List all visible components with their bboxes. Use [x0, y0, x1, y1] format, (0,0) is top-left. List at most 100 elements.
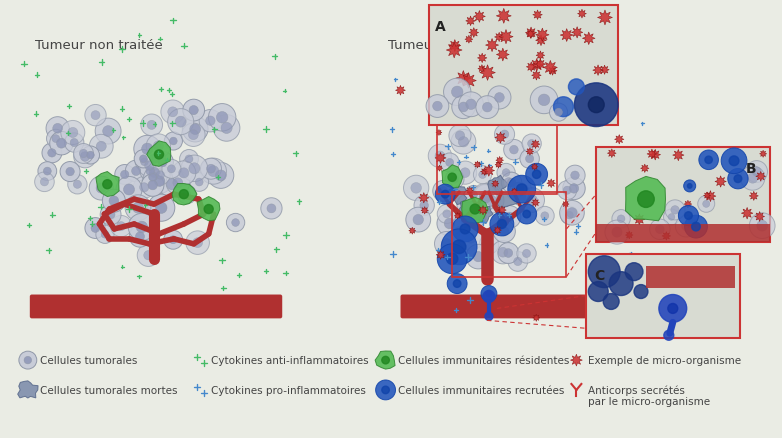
Polygon shape: [532, 71, 541, 81]
Circle shape: [493, 221, 515, 243]
Polygon shape: [531, 141, 540, 149]
Circle shape: [526, 164, 547, 186]
Circle shape: [460, 225, 470, 234]
Circle shape: [19, 351, 37, 369]
Circle shape: [149, 174, 156, 182]
Circle shape: [486, 196, 497, 206]
Circle shape: [178, 186, 196, 205]
Circle shape: [664, 331, 674, 340]
Polygon shape: [560, 29, 573, 42]
Text: Cellules tumorales mortes: Cellules tumorales mortes: [40, 385, 178, 395]
Polygon shape: [533, 11, 543, 21]
Circle shape: [518, 194, 526, 201]
Polygon shape: [418, 193, 429, 204]
Polygon shape: [497, 192, 518, 208]
Polygon shape: [600, 66, 609, 75]
Polygon shape: [375, 351, 395, 369]
Circle shape: [663, 209, 680, 226]
Circle shape: [406, 208, 431, 233]
Circle shape: [516, 184, 527, 195]
Polygon shape: [497, 206, 506, 215]
Circle shape: [46, 117, 70, 141]
Polygon shape: [96, 172, 119, 197]
Circle shape: [470, 205, 480, 215]
Circle shape: [100, 205, 121, 226]
Circle shape: [691, 223, 701, 231]
Text: Tumeur non traitée: Tumeur non traitée: [34, 39, 163, 52]
Polygon shape: [495, 132, 506, 144]
Polygon shape: [466, 187, 473, 194]
Circle shape: [140, 183, 149, 192]
FancyBboxPatch shape: [400, 295, 618, 319]
Circle shape: [79, 150, 88, 158]
Circle shape: [721, 148, 747, 174]
Circle shape: [437, 212, 462, 237]
Circle shape: [561, 207, 579, 225]
Polygon shape: [461, 198, 488, 223]
Circle shape: [684, 212, 692, 220]
Circle shape: [513, 184, 524, 194]
Circle shape: [501, 173, 522, 193]
Polygon shape: [492, 180, 499, 188]
Circle shape: [676, 216, 697, 237]
Circle shape: [85, 218, 106, 239]
Circle shape: [267, 205, 276, 213]
Circle shape: [458, 103, 468, 113]
Circle shape: [479, 193, 490, 204]
Circle shape: [185, 155, 193, 163]
Circle shape: [189, 163, 200, 174]
Circle shape: [508, 179, 516, 187]
Circle shape: [163, 231, 183, 250]
Polygon shape: [494, 33, 504, 42]
Polygon shape: [526, 63, 536, 73]
Circle shape: [472, 213, 480, 222]
Circle shape: [155, 177, 165, 187]
Circle shape: [116, 177, 142, 203]
Circle shape: [52, 124, 63, 134]
Polygon shape: [662, 232, 671, 241]
Circle shape: [588, 256, 620, 288]
Circle shape: [502, 169, 510, 177]
Circle shape: [413, 215, 423, 225]
Circle shape: [684, 215, 708, 238]
Circle shape: [404, 176, 429, 201]
Polygon shape: [449, 40, 461, 53]
Polygon shape: [497, 9, 511, 24]
Circle shape: [60, 162, 80, 182]
Circle shape: [550, 104, 568, 122]
FancyBboxPatch shape: [429, 6, 618, 125]
Circle shape: [517, 244, 536, 264]
Circle shape: [443, 210, 450, 219]
Circle shape: [153, 141, 163, 152]
Circle shape: [120, 171, 129, 179]
Circle shape: [472, 184, 497, 209]
Circle shape: [91, 224, 100, 233]
Bar: [646, 266, 735, 288]
Circle shape: [483, 291, 495, 303]
Circle shape: [659, 295, 687, 323]
Polygon shape: [572, 28, 583, 39]
Circle shape: [215, 170, 226, 181]
Circle shape: [432, 181, 454, 202]
Circle shape: [133, 177, 155, 199]
Circle shape: [440, 154, 459, 173]
Polygon shape: [172, 184, 197, 205]
Polygon shape: [684, 201, 692, 208]
Circle shape: [443, 79, 471, 106]
Circle shape: [451, 130, 475, 155]
Circle shape: [491, 241, 515, 264]
Circle shape: [213, 115, 240, 142]
Polygon shape: [597, 95, 607, 105]
Polygon shape: [474, 162, 481, 169]
Circle shape: [221, 123, 232, 134]
Circle shape: [605, 221, 629, 244]
Polygon shape: [548, 67, 557, 76]
Circle shape: [144, 251, 153, 260]
Circle shape: [560, 201, 584, 226]
Circle shape: [463, 201, 472, 210]
Circle shape: [536, 207, 554, 226]
Polygon shape: [496, 157, 504, 165]
Text: Cytokines anti-inflammatoires: Cytokines anti-inflammatoires: [210, 355, 368, 365]
Circle shape: [728, 169, 748, 189]
Circle shape: [147, 170, 172, 194]
